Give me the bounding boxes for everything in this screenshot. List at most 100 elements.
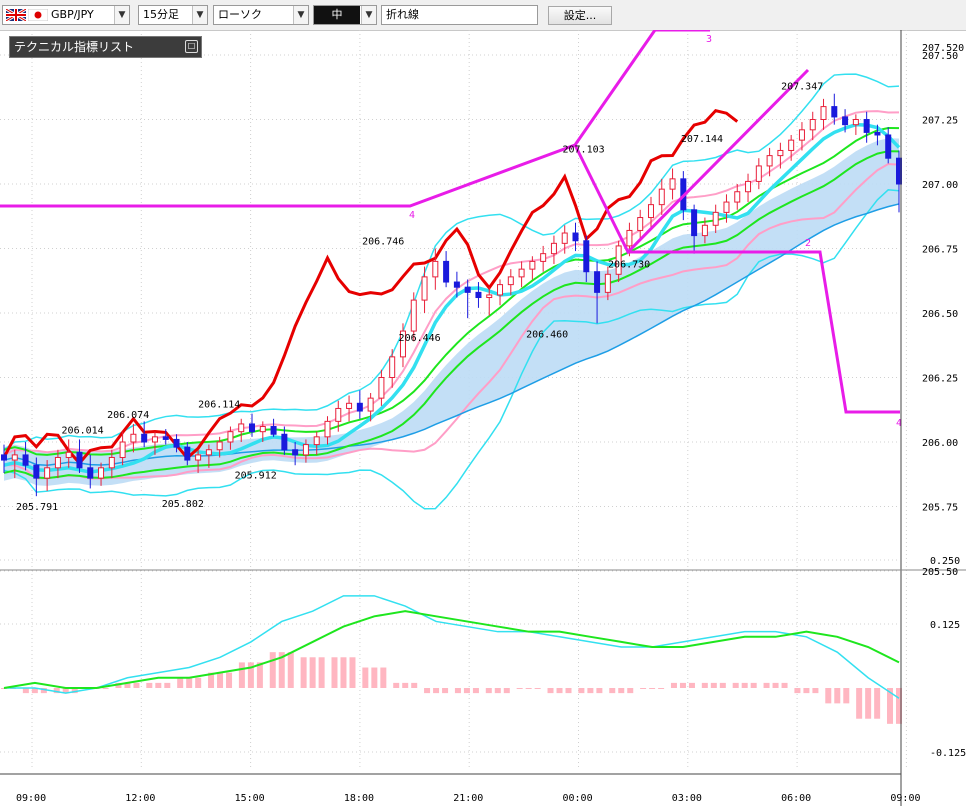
macd-histogram-bar [124, 682, 131, 688]
candle-body [443, 260, 450, 283]
macd-histogram-bar [238, 662, 245, 688]
candle-body [216, 441, 223, 451]
candle-body [44, 467, 51, 479]
candle-body [658, 188, 665, 206]
candle-body [464, 286, 471, 293]
candle-body [497, 284, 504, 296]
macd-histogram-bar [750, 682, 757, 688]
y-tick-label: 206.25 [922, 374, 958, 385]
macd-histogram-bar [208, 672, 215, 688]
macd-histogram-bar [133, 682, 140, 688]
currency-pair-select[interactable]: GBP/JPY ▼ [2, 5, 130, 25]
y-tick-label: 207.50 [922, 51, 958, 62]
macd-signal-line [3, 610, 900, 689]
candle-body [594, 271, 601, 293]
tool-glyph: 中 [314, 6, 360, 24]
macd-histogram-bar [177, 677, 184, 688]
settings-button[interactable]: 設定... [548, 6, 612, 25]
technical-indicator-panel[interactable]: テクニカル指標リスト □ [9, 36, 202, 58]
macd-histogram-bar [247, 662, 254, 688]
candle-body [647, 204, 654, 219]
price-data-label: 206.074 [107, 410, 149, 421]
candle-body [615, 245, 622, 275]
price-data-label: 205.802 [162, 499, 204, 510]
candle-body [130, 433, 137, 443]
candle-body [604, 273, 611, 293]
macd-histogram-bar [596, 688, 603, 694]
candle-body [691, 209, 698, 237]
macd-histogram-bar [670, 682, 677, 688]
macd-histogram-bar [649, 688, 656, 689]
x-tick-label: 09:00 [890, 793, 920, 804]
candle-body [151, 436, 158, 443]
price-data-label: 206.730 [608, 260, 650, 271]
macd-y-tick: 0.250 [930, 556, 960, 567]
macd-histogram-bar [71, 688, 78, 694]
chart-type-select[interactable]: ローソク ▼ [213, 5, 309, 25]
candle-body [701, 224, 708, 237]
macd-y-tick: -0.125 [930, 748, 966, 759]
candle-body [33, 464, 40, 479]
price-data-label: 205.912 [235, 471, 277, 482]
macd-histogram-bar [256, 662, 263, 688]
candle-body [410, 299, 417, 332]
line-type-select[interactable]: 折れ線 [381, 5, 538, 25]
moving-average-slow [3, 203, 900, 466]
x-tick-label: 12:00 [125, 793, 155, 804]
macd-histogram-bar [371, 667, 378, 688]
macd-histogram-bar [578, 688, 585, 694]
candle-body [572, 232, 579, 242]
candle-body [712, 211, 719, 226]
chevron-down-icon[interactable]: ▼ [293, 6, 308, 24]
macd-histogram-bar [834, 688, 841, 704]
y-tick-label: 207.00 [922, 180, 958, 191]
price-data-label: 207.103 [563, 144, 605, 155]
candle-body [270, 426, 277, 435]
macd-histogram-bar [781, 682, 788, 688]
macd-histogram-bar [794, 688, 801, 694]
macd-histogram-bar [887, 688, 893, 724]
macd-histogram-bar [442, 688, 449, 694]
candle-body [475, 291, 482, 299]
candle-body [259, 426, 266, 433]
price-data-label: 206.446 [399, 333, 441, 344]
macd-histogram-bar [472, 688, 479, 694]
bollinger-lower-1 [4, 163, 900, 480]
macd-histogram-bar [349, 657, 356, 688]
candle-body [335, 407, 342, 422]
candle-body [453, 281, 460, 288]
macd-histogram-bar [587, 688, 594, 694]
toolbar: GBP/JPY ▼ 15分足 ▼ ローソク ▼ 中 ▼ 折れ線 設定... [0, 0, 966, 31]
candle-body [583, 240, 590, 273]
zigzag-label: 4 [409, 210, 415, 221]
candle-body [119, 441, 126, 458]
x-tick-label: 00:00 [563, 793, 593, 804]
timeframe-select[interactable]: 15分足 ▼ [138, 5, 208, 25]
candle-body [281, 433, 288, 451]
macd-histogram-bar [763, 682, 770, 688]
drawing-tool-select[interactable]: 中 ▼ [313, 5, 377, 25]
macd-histogram-bar [565, 688, 572, 694]
close-icon[interactable]: □ [185, 40, 198, 53]
macd-histogram-bar [896, 688, 902, 724]
chevron-down-icon[interactable]: ▼ [192, 6, 207, 24]
candle-body [745, 180, 752, 193]
macd-histogram-bar [627, 688, 634, 694]
bollinger-lower-2 [3, 189, 900, 510]
candle-body [313, 436, 320, 446]
macd-histogram-bar [454, 688, 461, 694]
candle-body [852, 119, 859, 126]
macd-histogram-bar [146, 682, 153, 688]
y-tick-label: 206.00 [922, 438, 958, 449]
moving-average-mid-2 [3, 126, 900, 456]
macd-histogram-bar [340, 657, 347, 688]
candle-body [421, 276, 428, 301]
macd-histogram-bar [62, 688, 69, 694]
chevron-down-icon[interactable]: ▼ [114, 6, 129, 24]
candle-body [507, 276, 514, 286]
macd-histogram-bar [812, 688, 819, 694]
macd-histogram-bar [380, 667, 387, 688]
chevron-down-icon[interactable]: ▼ [361, 6, 376, 24]
macd-histogram-bar [856, 688, 863, 719]
